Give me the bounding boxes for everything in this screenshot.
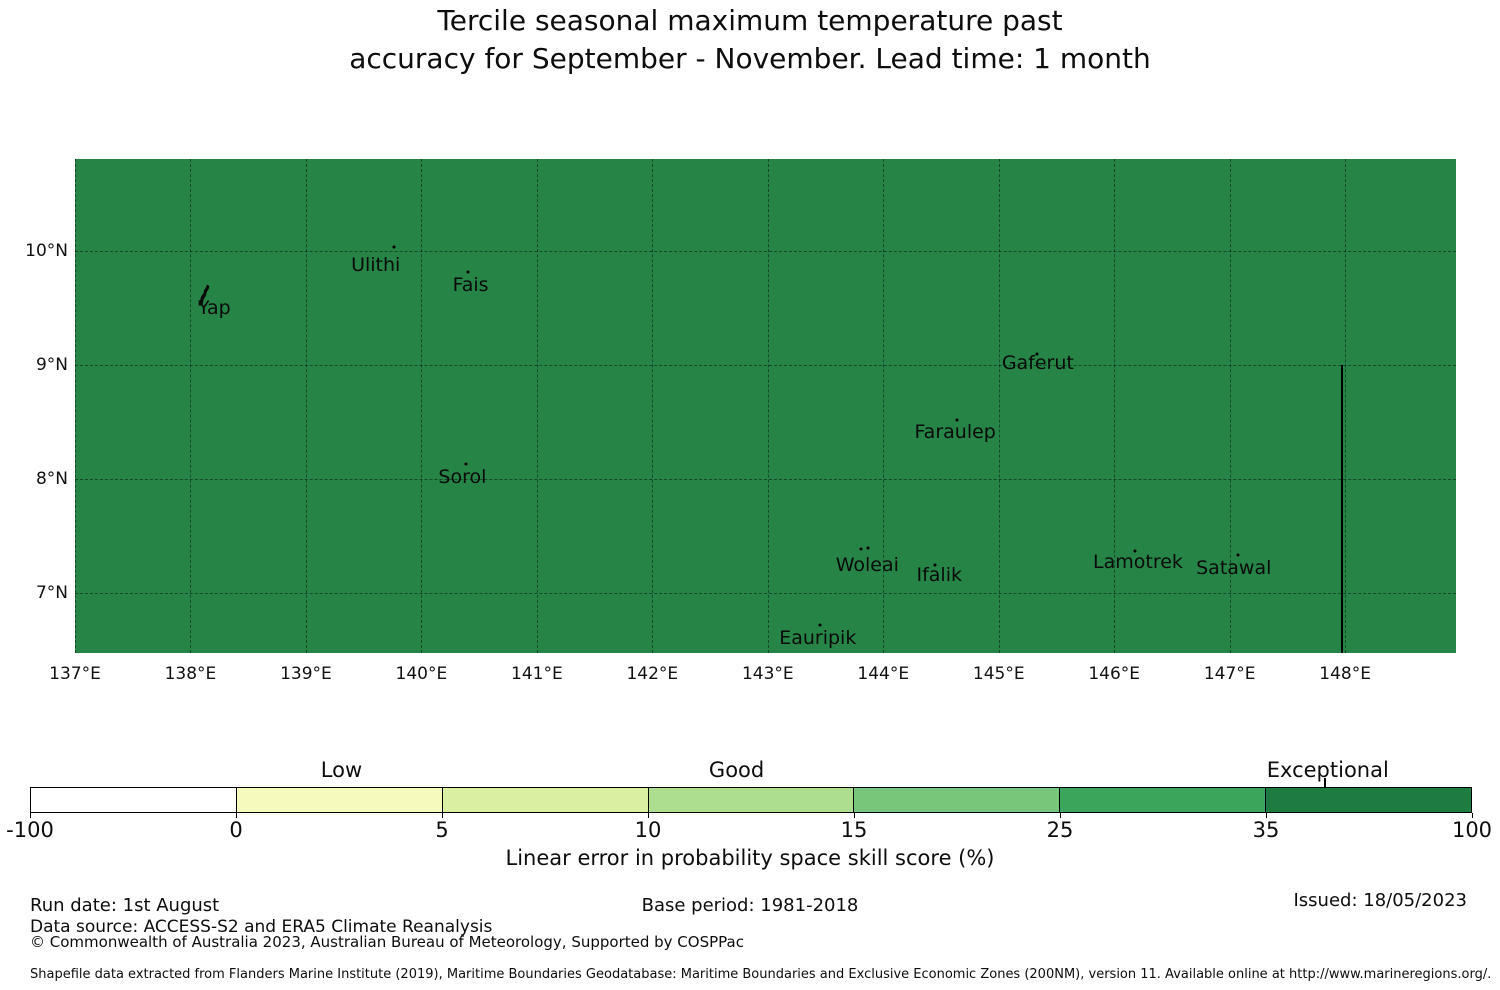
gridline-lon-139 (305, 159, 307, 653)
colorbar-segment-35-to-100 (1265, 788, 1472, 812)
x-tick-140: 140°E (395, 664, 448, 684)
colorbar-tick-label-35: 35 (1252, 818, 1280, 842)
colorbar-tick-mark-0 (236, 813, 237, 818)
colorbar-tick-label-15: 15 (840, 818, 868, 842)
copyright-text: © Commonwealth of Australia 2023, Austra… (30, 933, 744, 951)
colorbar-tick-label-5: 5 (435, 818, 449, 842)
gridline-lon-147 (1229, 159, 1231, 653)
gridline-lat-7 (75, 592, 1456, 594)
lamotrek-label: Lamotrek (1093, 550, 1183, 573)
x-tick-145: 145°E (972, 664, 1025, 684)
colorbar (30, 787, 1472, 813)
gaferut-island-dot (1035, 352, 1039, 356)
gaferut-label: Gaferut (1001, 351, 1074, 374)
data-source-text: Data source: ACCESS-S2 and ERA5 Climate … (30, 917, 493, 937)
yap-label: Yap (197, 296, 231, 319)
ifalik-label: Ifalik (916, 564, 962, 587)
satawal-island-dot (1236, 553, 1240, 557)
gridline-lat-10 (75, 251, 1456, 253)
zone-label-exceptional: Exceptional (1266, 758, 1389, 782)
x-tick-137: 137°E (49, 664, 101, 684)
x-tick-142: 142°E (626, 664, 679, 684)
woleai-island-dot-2 (866, 546, 870, 550)
ifalik-island-dot (933, 563, 937, 567)
ulithi-label: Ulithi (351, 253, 401, 276)
woleai-label: Woleai (835, 554, 899, 577)
colorbar-tick-label-10: 10 (634, 818, 662, 842)
sorol-label: Sorol (438, 466, 487, 489)
gridline-lat-8 (75, 478, 1456, 480)
colorbar-tick-mark-5 (442, 813, 443, 818)
ulithi-island-dot (392, 245, 396, 249)
colorbar-segment-25-to-35 (1059, 788, 1266, 812)
gridline-lon-137 (75, 159, 76, 653)
colorbar-tick-mark-10 (648, 813, 649, 818)
gridline-lon-142 (652, 159, 654, 653)
map-canvas: Yap Ulithi Fais Sorol Gaferut Faraulep Woleai I… (75, 159, 1456, 653)
colorbar-segment-5-to-10 (441, 788, 648, 812)
colorbar-tick-mark-25 (1060, 813, 1061, 818)
run-date-text: Run date: 1st August (30, 895, 220, 916)
issued-date-text: Issued: 18/05/2023 (1293, 890, 1467, 911)
gridline-lon-148 (1345, 159, 1347, 653)
y-tick-10: 10°N (25, 241, 68, 262)
gridline-lon-145 (998, 159, 1000, 653)
gridline-lon-143 (767, 159, 769, 653)
colorbar-tick-mark-100 (1472, 813, 1473, 818)
colorbar-segment-15-to-25 (853, 788, 1060, 812)
colorbar-tick-label-100: 100 (1451, 818, 1493, 842)
zone-label-connector-exceptional (1323, 778, 1326, 788)
satawal-label: Satawal (1196, 557, 1272, 580)
chart-title-line2: accuracy for September - November. Lead … (349, 42, 1151, 75)
colorbar-segment-0-to-5 (235, 788, 442, 812)
gridline-lon-138 (190, 159, 192, 653)
colorbar-axis-label: Linear error in probability space skill … (505, 846, 995, 870)
colorbar-tick-mark--100 (30, 813, 31, 818)
colorbar-tick-label-0: 0 (229, 818, 243, 842)
x-tick-148: 148°E (1319, 664, 1371, 684)
colorbar-tick-label-25: 25 (1046, 818, 1074, 842)
colorbar-segment-10-to-15 (647, 788, 854, 812)
colorbar-tick-mark-35 (1266, 813, 1267, 818)
yap-island-shape (196, 282, 212, 312)
x-tick-143: 143°E (741, 664, 794, 684)
chart-title-line1: Tercile seasonal maximum temperature pas… (437, 4, 1063, 37)
lamotrek-island-dot (1133, 549, 1137, 553)
shapefile-note-text: Shapefile data extracted from Flanders M… (30, 967, 1492, 982)
gridline-lon-146 (1114, 159, 1116, 653)
base-period-text: Base period: 1981-2018 (641, 895, 859, 916)
gridline-lon-144 (883, 159, 885, 653)
eauripik-island-dot (818, 623, 822, 627)
x-tick-147: 147°E (1203, 664, 1256, 684)
sorol-island-dot (464, 462, 468, 466)
x-tick-146: 146°E (1088, 664, 1141, 684)
x-tick-141: 141°E (511, 664, 563, 684)
colorbar-segment--100-to-0 (31, 788, 236, 812)
zone-label-low: Low (320, 758, 363, 782)
gridline-lon-141 (536, 159, 538, 653)
faraulep-island-dot (955, 418, 959, 422)
zone-label-good: Good (708, 758, 765, 782)
y-tick-8: 8°N (35, 468, 68, 489)
fais-island-dot (466, 270, 470, 274)
y-tick-9: 9°N (35, 355, 68, 376)
gridline-lon-140 (421, 159, 423, 653)
y-tick-7: 7°N (35, 582, 68, 603)
faraulep-label: Faraulep (914, 420, 996, 443)
colorbar-tick-label--100: -100 (6, 818, 54, 842)
eez-boundary-line (1340, 365, 1343, 653)
eauripik-label: Eauripik (779, 626, 857, 649)
x-tick-138: 138°E (164, 664, 217, 684)
woleai-island-dot (859, 547, 863, 551)
colorbar-tick-mark-15 (854, 813, 855, 818)
gridline-lat-9 (75, 365, 1456, 367)
x-tick-139: 139°E (280, 664, 332, 684)
fais-label: Fais (452, 273, 489, 296)
x-tick-144: 144°E (857, 664, 910, 684)
